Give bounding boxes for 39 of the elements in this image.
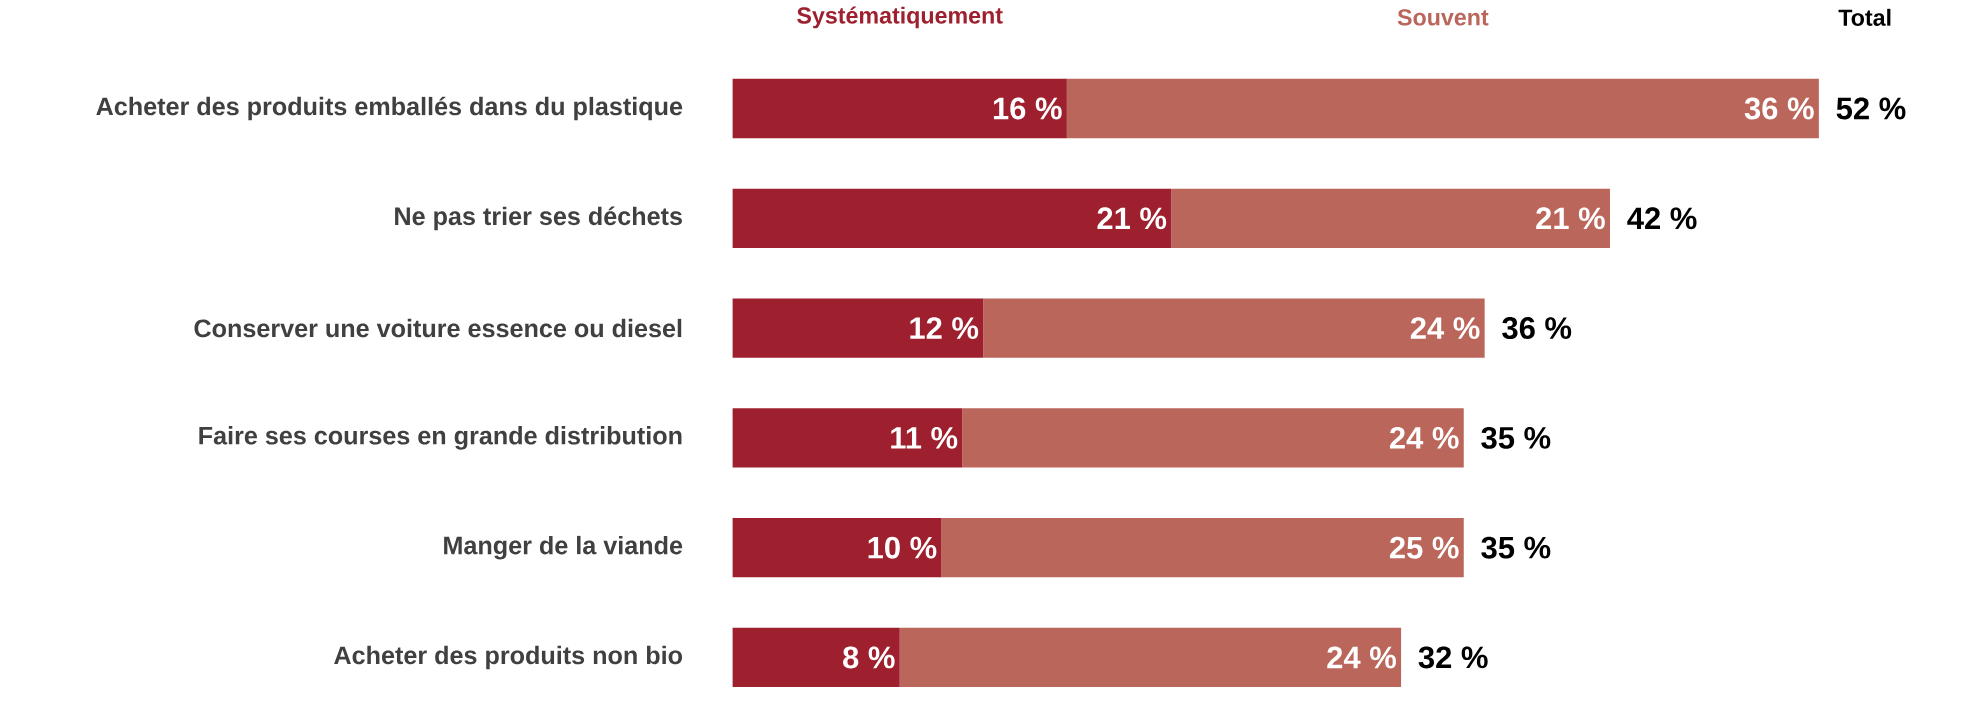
bar (732, 627, 900, 687)
y-tick-label: Acheter des produits non bio (334, 645, 683, 670)
bar (732, 298, 984, 358)
bar (899, 627, 1402, 687)
data-label: 21 % (1536, 207, 1605, 230)
y-tick-label: Faire ses courses en grande distribution (199, 425, 682, 450)
bar (732, 188, 1172, 248)
data-label: 8 % (843, 646, 895, 669)
total-label: 35 % (1481, 426, 1551, 449)
y-tick-label: Ne pas trier ses déchets (395, 206, 682, 230)
bar (732, 408, 963, 468)
bar (983, 298, 1485, 358)
data-label: 16 % (993, 97, 1062, 120)
data-label: 11 % (891, 426, 958, 449)
y-tick-label: Conserver une voiture essence ou diesel (194, 318, 682, 338)
data-label: 25 % (1389, 536, 1459, 559)
total-label: 42 % (1627, 207, 1697, 230)
data-label: 21 % (1097, 207, 1167, 230)
data-label: 12 % (910, 316, 979, 339)
bar (1171, 188, 1610, 248)
total-label: 52 % (1836, 97, 1906, 120)
text: Systématiquement (797, 6, 1003, 29)
bar (732, 78, 1067, 138)
text: Total (1838, 8, 1891, 26)
bar (732, 517, 942, 578)
data-label: 24 % (1389, 426, 1459, 449)
bar (941, 517, 1464, 578)
bar (1066, 78, 1819, 138)
data-label: 24 % (1327, 646, 1396, 669)
y-tick-label: Acheter des produits emballés dans du plastique (96, 96, 683, 121)
data-label: 36 % (1744, 97, 1814, 120)
y-tick-label: Manger de la viande (444, 535, 683, 560)
total-label: 35 % (1481, 536, 1551, 559)
data-label: 10 % (868, 536, 937, 559)
total-label: 32 % (1418, 646, 1488, 669)
bar (962, 408, 1464, 468)
text: Souvent (1397, 8, 1489, 26)
total-label: 36 % (1502, 316, 1572, 339)
data-label: 24 % (1410, 316, 1480, 339)
